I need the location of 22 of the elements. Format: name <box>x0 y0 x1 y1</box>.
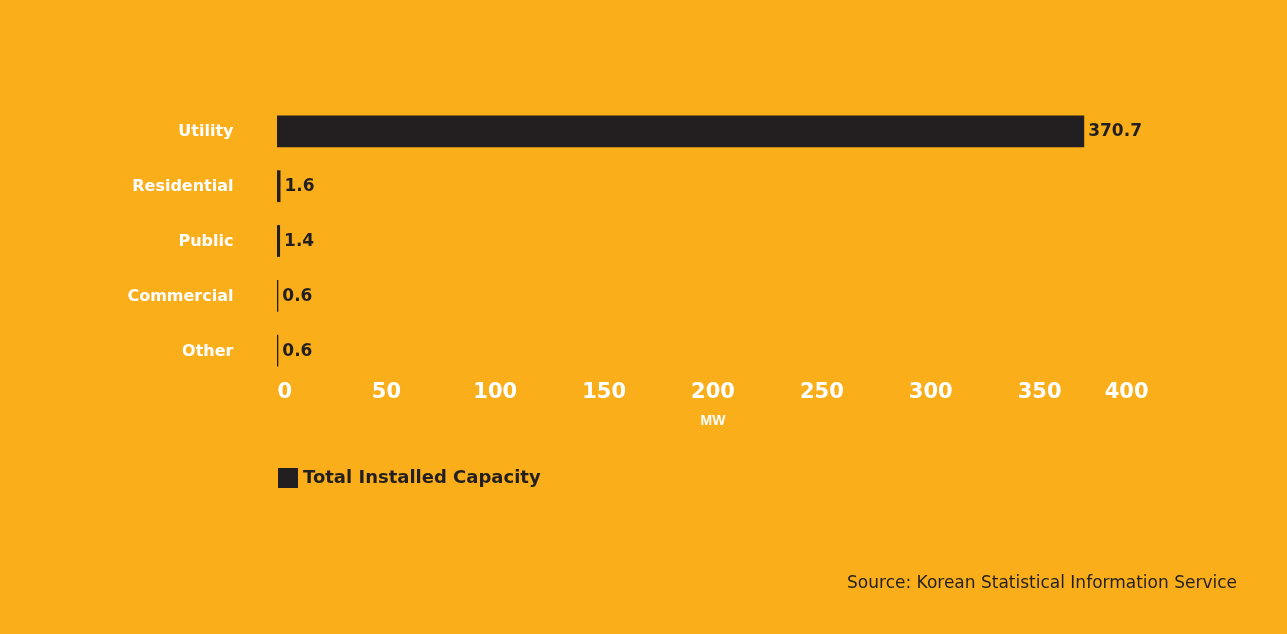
data-label: 370.7 <box>1088 120 1142 141</box>
data-label: 0.6 <box>282 284 313 305</box>
x-tick-label: 350 <box>1017 378 1062 403</box>
x-tick-label: 250 <box>799 378 844 403</box>
x-tick-label: 0 <box>277 378 293 403</box>
x-axis-title: MW <box>700 411 727 428</box>
y-tick-label: Public <box>178 231 234 250</box>
legend-label: Total Installed Capacity <box>303 466 541 487</box>
x-tick-label: 100 <box>473 378 518 403</box>
data-label: 0.6 <box>282 339 313 360</box>
x-tick-label: 300 <box>908 378 953 403</box>
x-tick-label: 200 <box>691 378 735 403</box>
y-tick-label: Other <box>182 340 234 360</box>
source-note: Source: Korean Statistical Information Service <box>847 572 1237 592</box>
data-label: 1.4 <box>284 230 315 250</box>
x-tick-label: 150 <box>582 378 627 403</box>
y-tick-label: Residential <box>132 176 234 196</box>
y-tick-label: Utility <box>178 121 235 141</box>
x-tick-label: 400 <box>1104 378 1149 403</box>
y-tick-label: Commercial <box>127 285 234 305</box>
x-tick-label: 50 <box>371 378 401 403</box>
data-label: 1.6 <box>284 175 315 196</box>
